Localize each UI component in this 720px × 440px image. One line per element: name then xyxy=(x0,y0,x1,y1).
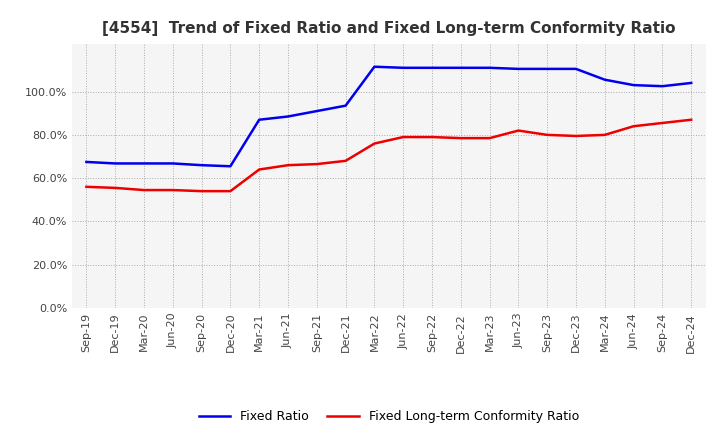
Line: Fixed Ratio: Fixed Ratio xyxy=(86,67,691,166)
Fixed Long-term Conformity Ratio xyxy=(82,184,91,190)
Fixed Long-term Conformity Ratio xyxy=(629,124,638,129)
Fixed Ratio xyxy=(111,161,120,166)
Fixed Long-term Conformity Ratio xyxy=(687,117,696,122)
Fixed Long-term Conformity Ratio xyxy=(341,158,350,164)
Fixed Ratio xyxy=(341,103,350,108)
Fixed Long-term Conformity Ratio xyxy=(485,136,494,141)
Title: [4554]  Trend of Fixed Ratio and Fixed Long-term Conformity Ratio: [4554] Trend of Fixed Ratio and Fixed Lo… xyxy=(102,21,675,36)
Fixed Ratio xyxy=(168,161,177,166)
Fixed Ratio xyxy=(197,162,206,168)
Fixed Long-term Conformity Ratio xyxy=(111,185,120,191)
Fixed Long-term Conformity Ratio xyxy=(284,162,292,168)
Fixed Ratio xyxy=(600,77,609,82)
Fixed Long-term Conformity Ratio xyxy=(658,121,667,126)
Fixed Ratio xyxy=(140,161,148,166)
Fixed Long-term Conformity Ratio xyxy=(543,132,552,138)
Fixed Long-term Conformity Ratio xyxy=(226,188,235,194)
Fixed Long-term Conformity Ratio xyxy=(456,136,465,141)
Line: Fixed Long-term Conformity Ratio: Fixed Long-term Conformity Ratio xyxy=(86,120,691,191)
Fixed Ratio xyxy=(658,84,667,89)
Fixed Long-term Conformity Ratio xyxy=(312,161,321,167)
Fixed Long-term Conformity Ratio xyxy=(255,167,264,172)
Fixed Ratio xyxy=(456,65,465,70)
Fixed Long-term Conformity Ratio xyxy=(428,134,436,139)
Fixed Ratio xyxy=(572,66,580,72)
Fixed Ratio xyxy=(82,159,91,165)
Fixed Ratio xyxy=(485,65,494,70)
Fixed Long-term Conformity Ratio xyxy=(370,141,379,146)
Fixed Long-term Conformity Ratio xyxy=(399,134,408,139)
Fixed Ratio xyxy=(543,66,552,72)
Fixed Long-term Conformity Ratio xyxy=(140,187,148,193)
Fixed Long-term Conformity Ratio xyxy=(572,133,580,139)
Fixed Ratio xyxy=(399,65,408,70)
Fixed Ratio xyxy=(226,164,235,169)
Fixed Long-term Conformity Ratio xyxy=(168,187,177,193)
Fixed Ratio xyxy=(255,117,264,122)
Fixed Ratio xyxy=(514,66,523,72)
Fixed Long-term Conformity Ratio xyxy=(197,188,206,194)
Fixed Ratio xyxy=(428,65,436,70)
Fixed Ratio xyxy=(687,81,696,86)
Fixed Long-term Conformity Ratio xyxy=(600,132,609,138)
Fixed Long-term Conformity Ratio xyxy=(514,128,523,133)
Legend: Fixed Ratio, Fixed Long-term Conformity Ratio: Fixed Ratio, Fixed Long-term Conformity … xyxy=(194,406,584,429)
Fixed Ratio xyxy=(312,108,321,114)
Fixed Ratio xyxy=(629,82,638,88)
Fixed Ratio xyxy=(284,114,292,119)
Fixed Ratio xyxy=(370,64,379,70)
